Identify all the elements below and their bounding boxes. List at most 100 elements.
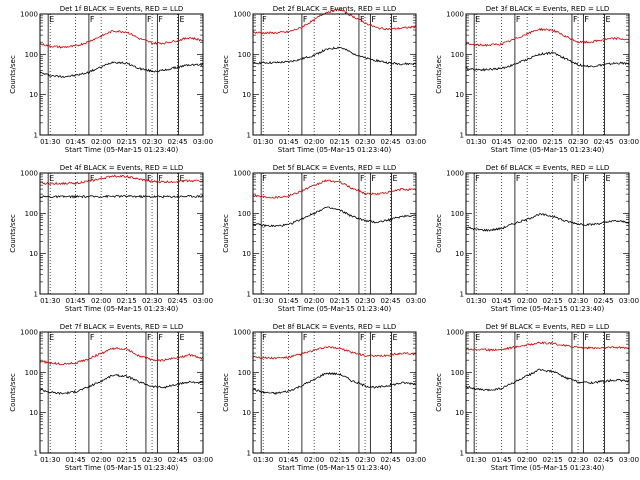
x-tick-label: 02:15 [330,138,350,146]
plot-frame [252,331,417,454]
y-tick-label: 1 [460,291,464,299]
x-tick-label: 02:15 [543,138,563,146]
y-axis-label: Counts/sec [9,55,17,94]
panel-title: Det 1f BLACK = Events, RED = LLD [60,5,183,13]
event-marker-label: F [516,174,521,183]
event-marker-label: F [158,333,163,342]
x-tick-label: 03:00 [406,297,426,305]
y-tick-label: 100 [238,369,251,377]
y-tick-label: 10 [29,250,38,258]
y-tick-label: 1000 [20,329,38,337]
panel-title: Det 3f BLACK = Events, RED = LLD [486,5,609,13]
x-tick-label: 02:00 [517,138,537,146]
y-tick-label: 1000 [446,329,464,337]
x-axis-label: Start Time (05-Mar-15 01:23:40) [278,305,392,313]
x-tick-label: 03:00 [619,456,639,464]
panel-title: Det 6f BLACK = Events, RED = LLD [486,164,609,172]
event-marker-label: E [606,15,611,24]
y-tick-label: 10 [242,409,251,417]
y-tick-label: 10 [29,409,38,417]
x-tick-label: 02:00 [304,456,324,464]
x-tick-label: 02:00 [91,297,111,305]
x-axis-label: Start Time (05-Mar-15 01:23:40) [65,146,179,154]
x-tick-label: 01:30 [466,297,486,305]
y-tick-label: 10 [29,91,38,99]
event-marker-label: F [584,333,589,342]
plot-frame [465,13,630,136]
x-axis-label: Start Time (05-Mar-15 01:23:40) [491,305,605,313]
x-tick-label: 01:45 [279,297,299,305]
x-tick-label: 02:00 [91,456,111,464]
event-marker-label: F [158,15,163,24]
x-tick-label: 01:30 [466,456,486,464]
x-axis-label: Start Time (05-Mar-15 01:23:40) [491,146,605,154]
x-tick-label: 03:00 [619,138,639,146]
y-tick-label: 1 [247,132,251,140]
event-marker-label: E [393,15,398,24]
lld-series-line [40,174,204,186]
x-tick-label: 01:30 [40,297,60,305]
event-marker-label: E [475,333,480,342]
y-tick-label: 1000 [233,170,251,178]
x-tick-label: 02:15 [543,456,563,464]
lld-series-line [252,179,417,199]
event-marker-label: F [147,15,152,24]
x-tick-label: 01:45 [492,456,512,464]
x-tick-label: 03:00 [193,297,213,305]
plot-frame [39,331,204,454]
y-axis-label: Counts/sec [9,214,17,253]
panel-title: Det 7f BLACK = Events, RED = LLD [60,323,183,331]
plot-frame [39,13,204,136]
y-tick-label: 100 [25,369,38,377]
x-tick-label: 02:30 [142,456,162,464]
y-tick-label: 1000 [233,329,251,337]
event-marker-label: F [303,333,308,342]
panel-title: Det 2f BLACK = Events, RED = LLD [273,5,396,13]
y-axis-label: Counts/sec [222,373,230,412]
detector-panel-5: Det 5f BLACK = Events, RED = LLD 1 10 100 10… [222,164,426,313]
detector-panel-8: Det 8f BLACK = Events, RED = LLD 1 10 100 10… [222,323,426,472]
event-marker-label: F [573,333,578,342]
event-marker-label: F [262,15,267,24]
x-tick-label: 02:00 [304,297,324,305]
event-marker-label: F [90,15,95,24]
y-tick-label: 100 [25,210,38,218]
plot-frame [465,172,630,295]
y-tick-label: 1000 [233,11,251,19]
events-series-line [465,51,630,72]
x-tick-label: 02:00 [517,456,537,464]
y-tick-label: 1 [460,450,464,458]
event-marker-label: F [584,174,589,183]
x-tick-label: 02:00 [91,138,111,146]
x-tick-label: 02:30 [355,138,375,146]
y-tick-label: 100 [25,51,38,59]
lld-series-line [252,8,417,35]
panel-title: Det 5f BLACK = Events, RED = LLD [273,164,396,172]
x-tick-label: 03:00 [193,456,213,464]
detector-panel-9: Det 9f BLACK = Events, RED = LLD 1 10 100 10… [435,323,639,472]
events-series-line [252,206,417,228]
events-series-line [252,46,417,66]
events-series-line [39,373,204,396]
x-tick-label: 01:30 [40,138,60,146]
x-tick-label: 02:15 [117,456,137,464]
x-tick-label: 02:30 [355,297,375,305]
x-tick-label: 02:45 [593,456,613,464]
panel-title: Det 9f BLACK = Events, RED = LLD [486,323,609,331]
x-tick-label: 02:45 [593,297,613,305]
plot-frame [465,331,630,454]
panel-title: Det 8f BLACK = Events, RED = LLD [273,323,396,331]
y-tick-label: 1000 [446,11,464,19]
events-series-line [39,61,204,78]
plot-frame [252,172,417,295]
event-marker-label: E [49,174,54,183]
x-tick-label: 01:45 [66,456,86,464]
y-axis-label: Counts/sec [222,214,230,253]
x-tick-label: 01:30 [253,456,273,464]
y-tick-label: 100 [238,210,251,218]
x-tick-label: 02:30 [142,297,162,305]
lld-series-line [252,346,417,360]
x-tick-label: 02:15 [543,297,563,305]
event-marker-label: F [303,174,308,183]
y-axis-label: Counts/sec [435,373,443,412]
